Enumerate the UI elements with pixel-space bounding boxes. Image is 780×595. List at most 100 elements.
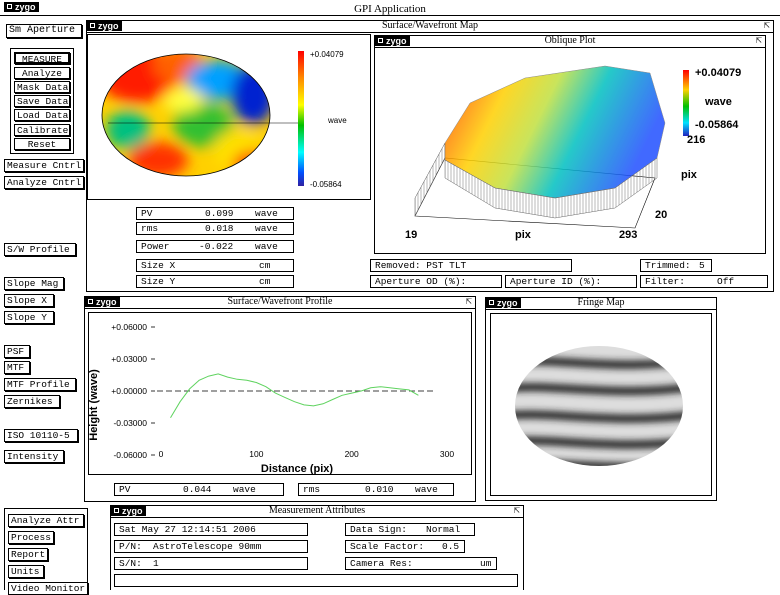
profile-rms-value: 0.010 [365, 484, 394, 495]
report-button[interactable]: Report [8, 548, 48, 561]
attr-serial-label: S/N: [119, 558, 142, 569]
oblique-scale-unit: wave [704, 96, 732, 108]
fringe-titlebar: zygo Fringe Map [486, 298, 716, 310]
window-menu-icon [489, 300, 494, 305]
surface-map-title: Surface/Wavefront Map [381, 20, 479, 31]
result-rms-label: rms [141, 223, 159, 234]
result-rms-unit: wave [255, 223, 278, 234]
app-logo[interactable]: zygo [4, 2, 39, 12]
attr-part-label: P/N: [119, 541, 142, 552]
profile-trace [170, 373, 419, 418]
resize-icon[interactable]: ⇱ [513, 506, 521, 515]
fringe-pattern [515, 346, 683, 466]
resize-icon[interactable]: ⇱ [755, 36, 763, 45]
window-menu-icon [114, 508, 119, 513]
iso-button[interactable]: ISO 10110-5 [4, 429, 78, 442]
profile-rms-label: rms [303, 484, 321, 495]
mtf-profile-button[interactable]: MTF Profile [4, 378, 76, 391]
profile-pv-field: PV 0.044 wave [114, 483, 284, 496]
attr-sign-label: Data Sign: [350, 524, 408, 535]
calibrate-button[interactable]: Calibrate [14, 124, 70, 136]
measure-control-button[interactable]: Measure Cntrl [4, 159, 84, 172]
profile-rms-unit: wave [415, 484, 438, 495]
x-tick-label: 200 [345, 449, 359, 459]
result-power: Power -0.022 wave [136, 240, 294, 253]
attr-serial-value: 1 [153, 558, 159, 569]
oblique-scale-min: -0.05864 [695, 119, 739, 131]
app-titlebar: zygo GPI Application [0, 0, 780, 16]
oblique-logo[interactable]: zygo [375, 36, 410, 46]
removed-field: Removed: PST TLT [370, 259, 572, 272]
result-size-y-label: Size Y [141, 276, 176, 287]
logo-text: zygo [96, 297, 117, 307]
filter-field: Filter: Off [640, 275, 768, 288]
y-tick-label: -0.03000 [113, 418, 147, 428]
slope-x-button[interactable]: Slope X [4, 294, 54, 307]
analyze-attr-button[interactable]: Analyze Attr [8, 514, 84, 527]
analyze-button[interactable]: Analyze [14, 67, 70, 79]
profile-plot: Height (wave) Distance (pix) +0.06000 +0.… [88, 312, 472, 475]
mask-data-button[interactable]: Mask Data [14, 81, 70, 93]
attributes-logo[interactable]: zygo [111, 506, 146, 516]
profile-pv-unit: wave [233, 484, 256, 495]
y-tick-label: -0.06000 [113, 450, 147, 460]
attr-part-number: P/N: AstroTelescope 90mm [114, 540, 308, 553]
mtf-button[interactable]: MTF [4, 361, 30, 374]
process-button[interactable]: Process [8, 531, 54, 544]
attr-scale-value: 0.5 [442, 541, 460, 552]
slope-y-button[interactable]: Slope Y [4, 311, 54, 324]
profile-logo[interactable]: zygo [85, 297, 120, 307]
fringe-logo[interactable]: zygo [486, 298, 521, 308]
result-size-x: Size X cm [136, 259, 294, 272]
logo-text: zygo [15, 2, 36, 12]
sw-profile-button[interactable]: S/W Profile [4, 243, 76, 256]
surface-map-scale-unit: wave [327, 116, 347, 125]
analyze-control-button[interactable]: Analyze Cntrl [4, 176, 84, 189]
logo-text: zygo [386, 36, 407, 46]
units-button[interactable]: Units [8, 565, 44, 578]
trimmed-label: Trimmed: [645, 260, 691, 271]
video-monitor-button[interactable]: Video Monitor [8, 582, 88, 595]
surface-map-logo[interactable]: zygo [87, 21, 122, 31]
attr-part-value: AstroTelescope 90mm [153, 541, 262, 552]
measure-button[interactable]: MEASURE [14, 52, 70, 65]
resize-icon[interactable]: ⇱ [763, 21, 771, 30]
attr-serial: S/N: 1 [114, 557, 308, 570]
intensity-button[interactable]: Intensity [4, 450, 64, 463]
window-menu-icon [7, 4, 12, 9]
result-size-y-unit: cm [259, 276, 271, 287]
oblique-y-start: 20 [655, 209, 667, 221]
slope-mag-button[interactable]: Slope Mag [4, 277, 64, 290]
profile-window: zygo Surface/Wavefront Profile ⇱ Height … [84, 296, 476, 502]
psf-button[interactable]: PSF [4, 345, 30, 358]
command-panel [10, 48, 74, 154]
aperture-button[interactable]: Sm Aperture [6, 24, 82, 38]
profile-y-ticks: +0.06000 +0.03000 +0.00000 -0.03000 -0.06000 [111, 322, 155, 460]
save-data-button[interactable]: Save Data [14, 95, 70, 107]
result-pv-unit: wave [255, 208, 278, 219]
profile-title: Surface/Wavefront Profile [227, 296, 333, 307]
attr-notes [114, 574, 518, 587]
oblique-y-end: 216 [687, 134, 705, 146]
result-size-x-unit: cm [259, 260, 271, 271]
result-size-y: Size Y cm [136, 275, 294, 288]
surface-map-ellipse [102, 54, 270, 176]
result-power-label: Power [141, 241, 170, 252]
surface-map-svg: +0.04079 wave -0.05864 [101, 50, 347, 189]
reset-button[interactable]: Reset [14, 138, 70, 150]
load-data-button[interactable]: Load Data [14, 109, 70, 121]
oblique-x-start: 19 [405, 229, 417, 241]
x-tick-label: 300 [440, 449, 454, 459]
result-power-unit: wave [255, 241, 278, 252]
result-power-value: -0.022 [199, 241, 234, 252]
resize-icon[interactable]: ⇱ [465, 297, 473, 306]
result-pv-value: 0.099 [205, 208, 234, 219]
attr-scale-factor: Scale Factor: 0.5 [345, 540, 465, 553]
zernikes-button[interactable]: Zernikes [4, 395, 60, 408]
oblique-title: Oblique Plot [544, 35, 596, 46]
fringe-title: Fringe Map [577, 297, 625, 308]
oblique-window: zygo Oblique Plot ⇱ [374, 35, 766, 254]
attr-camera-unit: um [480, 558, 492, 569]
window-menu-icon [378, 38, 383, 43]
trimmed-value: 5 [699, 260, 705, 271]
